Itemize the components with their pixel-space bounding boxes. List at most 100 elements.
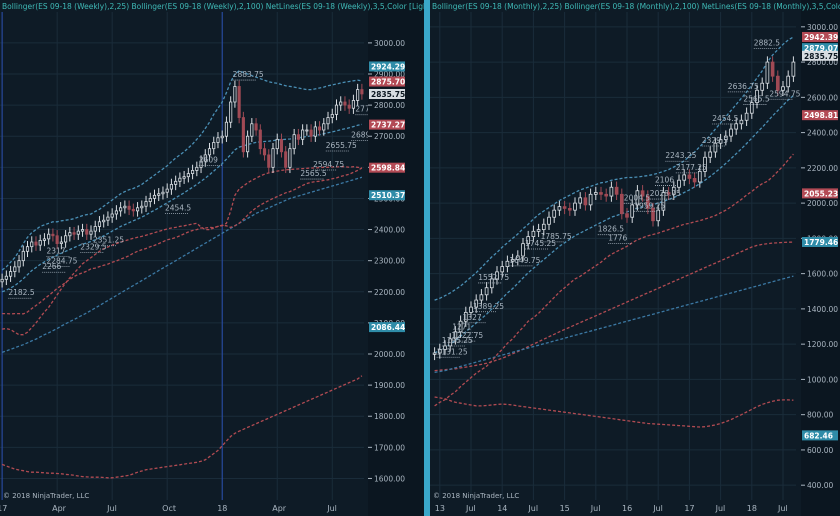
monthly-price-marker-label: 2835.75	[804, 52, 838, 61]
monthly-bollinger-fast-mid	[434, 95, 794, 354]
monthly-price-annotation: 1389.25	[473, 302, 504, 311]
weekly-candle-body	[271, 148, 275, 168]
monthly-candle-body	[791, 61, 796, 77]
weekly-ytick-label: 2800.00	[374, 101, 405, 110]
weekly-price-annotation: 2454.5	[165, 204, 191, 213]
weekly-candle-body	[102, 219, 106, 223]
weekly-bollinger-slow-mid	[1, 176, 363, 354]
monthly-candle-body	[573, 202, 577, 211]
monthly-candle-body	[583, 197, 588, 206]
weekly-candle-body	[110, 213, 114, 218]
monthly-ytick-label: 1000.00	[807, 375, 838, 384]
weekly-candle-body	[182, 176, 186, 179]
monthly-candle-body	[515, 255, 520, 260]
weekly-candle-body	[317, 126, 322, 131]
weekly-bollinger-fast-mid	[1, 123, 363, 293]
weekly-candle-body	[347, 104, 351, 109]
weekly-candle-body	[152, 194, 157, 199]
monthly-price-annotation: 1327	[463, 313, 482, 322]
monthly-price-annotation: 1959.25	[634, 201, 665, 210]
weekly-candle-body	[38, 240, 42, 246]
monthly-candle-body	[453, 331, 458, 340]
monthly-ytick-label: 2000.00	[807, 199, 838, 208]
monthly-xtick-label: Jul	[777, 504, 788, 513]
monthly-xtick-label: 16	[622, 504, 632, 513]
monthly-candle-body	[723, 135, 728, 141]
weekly-price-marker	[369, 162, 405, 173]
monthly-ytick-label: 2200.00	[807, 164, 838, 173]
monthly-candle-body	[614, 186, 619, 195]
monthly-candle-body	[443, 345, 447, 350]
monthly-candle-body	[661, 192, 666, 211]
monthly-candle-body	[526, 236, 531, 245]
weekly-candle-body	[284, 151, 288, 168]
monthly-candle-body	[547, 216, 551, 225]
weekly-price-annotation: 2565.5	[300, 169, 326, 178]
weekly-candle-body	[296, 134, 300, 140]
monthly-candle-body	[536, 229, 541, 232]
monthly-candle-body	[567, 207, 572, 211]
weekly-candle-body	[135, 207, 140, 212]
weekly-chart-panel[interactable]: 2182.5 2317 2284.75 2266 2329.5 2351.25 2454.5…	[0, 0, 424, 516]
monthly-chart-panel[interactable]: 1131.25 1195.25 1222.75 1271 1327 1389.25 1552…	[430, 0, 840, 516]
weekly-xtick-label: Apr	[272, 504, 287, 513]
weekly-candle-body	[165, 188, 169, 193]
monthly-candle-body	[651, 207, 655, 222]
monthly-candle-body	[765, 61, 770, 84]
weekly-ytick-label: 1600.00	[374, 474, 405, 483]
weekly-candle-body	[233, 86, 237, 103]
monthly-ytick-label: 2600.00	[807, 93, 838, 102]
monthly-candle-body	[604, 193, 609, 197]
weekly-candle-body	[292, 134, 296, 150]
monthly-candle-body	[479, 294, 484, 301]
panel-splitter[interactable]	[424, 0, 430, 516]
weekly-candle-body	[68, 232, 72, 237]
monthly-candle-body	[677, 179, 681, 188]
monthly-price-marker	[802, 236, 838, 247]
weekly-ytick-label: 2200.00	[374, 288, 405, 297]
monthly-price-marker	[802, 188, 838, 199]
weekly-candle-body	[51, 233, 55, 237]
monthly-price-marker	[802, 50, 838, 61]
monthly-price-annotation: 1649.75	[509, 256, 540, 265]
monthly-ytick-label: 400.00	[807, 481, 833, 490]
weekly-candle-body	[258, 129, 262, 150]
weekly-price-annotation: 2182.5	[8, 288, 34, 297]
monthly-candle-body	[500, 266, 505, 273]
monthly-price-marker	[802, 31, 838, 42]
monthly-price-annotation: 2028.75	[650, 189, 681, 198]
weekly-candle-body	[59, 241, 63, 244]
weekly-candle-body	[241, 117, 245, 153]
monthly-xtick-label: Jul	[652, 504, 663, 513]
weekly-candle-body	[288, 148, 292, 168]
monthly-price-axis[interactable]	[801, 0, 840, 516]
monthly-price-annotation: 2004.5	[624, 193, 650, 202]
weekly-candle-body	[97, 221, 102, 227]
weekly-ytick-label: 1900.00	[374, 381, 405, 390]
weekly-price-marker-label: 2737.27	[371, 121, 405, 130]
weekly-ytick-label: 1800.00	[374, 412, 405, 421]
monthly-ytick-label: 1600.00	[807, 270, 838, 279]
weekly-price-marker	[369, 88, 405, 99]
weekly-candle-body	[131, 208, 135, 212]
monthly-bollinger-fast-lower	[434, 153, 794, 407]
monthly-xtick-label: Jul	[715, 504, 726, 513]
monthly-xtick-label: Jul	[527, 504, 538, 513]
monthly-price-annotation: 2329.5	[702, 136, 728, 145]
monthly-candle-body	[749, 102, 754, 114]
weekly-ytick-label: 2900.00	[374, 70, 405, 79]
monthly-price-annotation: 2594.75	[769, 89, 800, 98]
monthly-watermark: © 2018 NinjaTrader, LLC	[433, 492, 519, 500]
monthly-candle-body	[645, 195, 650, 209]
monthly-candle-body	[770, 61, 775, 77]
monthly-price-annotation: 1222.75	[452, 331, 483, 340]
monthly-candle-body	[541, 223, 546, 230]
monthly-candle-body	[469, 306, 473, 313]
weekly-candle-body	[42, 238, 47, 241]
weekly-candle-body	[191, 170, 195, 174]
weekly-ytick-label: 2700.00	[374, 132, 405, 141]
weekly-bollinger-slow-upper	[2, 166, 363, 336]
monthly-candle-body	[484, 287, 489, 296]
